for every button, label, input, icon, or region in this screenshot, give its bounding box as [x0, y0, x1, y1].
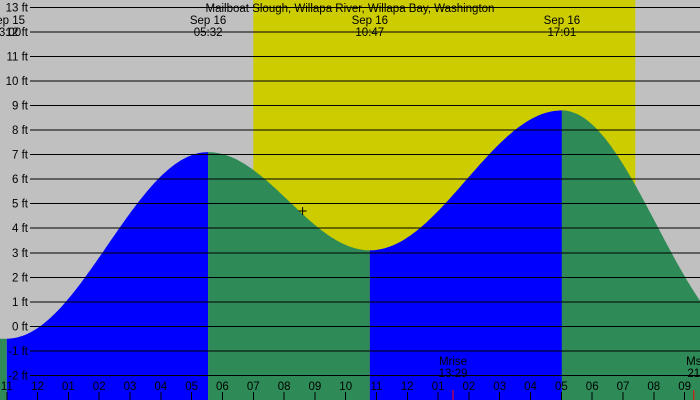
- x-tick-label: 09: [678, 381, 691, 393]
- x-tick-label: 09: [309, 381, 322, 393]
- x-tick-label: 05: [555, 381, 568, 393]
- tide-event-time: 10:47: [355, 27, 384, 39]
- y-tick-label: 3 ft: [12, 248, 29, 260]
- y-tick-label: -2 ft: [8, 371, 29, 383]
- x-tick-label: 03: [124, 381, 137, 393]
- y-tick-label: 8 ft: [12, 125, 29, 137]
- x-tick-label: 06: [216, 381, 229, 393]
- current-marker: [298, 207, 307, 215]
- x-tick-label: 04: [524, 381, 537, 393]
- y-tick-label: 1 ft: [12, 297, 29, 309]
- tide-event-time: 23:00: [0, 27, 21, 39]
- y-tick-label: 9 ft: [12, 101, 29, 113]
- x-tick-label: 05: [185, 381, 198, 393]
- y-tick-label: 0 ft: [12, 321, 29, 333]
- y-tick-label: 6 ft: [12, 174, 29, 186]
- tide-event-date: Sep 16: [544, 15, 580, 27]
- tide-event-date: Sep 16: [352, 15, 388, 27]
- tide-event-time: 17:01: [548, 27, 577, 39]
- x-tick-label: 03: [493, 381, 506, 393]
- y-tick-label: 7 ft: [12, 150, 29, 162]
- x-tick-label: 11: [371, 381, 383, 393]
- moon-event-label: Mrise: [439, 356, 467, 368]
- moon-event-label: Ms: [686, 356, 700, 368]
- y-tick-label: 2 ft: [12, 272, 29, 284]
- rising-tide-area-1: [6, 152, 209, 400]
- y-tick-label: 12 ft: [6, 27, 29, 39]
- x-tick-label: 07: [247, 381, 260, 393]
- tide-event-date: Sep 16: [190, 15, 226, 27]
- falling-tide-area-4: [561, 110, 700, 400]
- x-tick-label: 02: [93, 381, 106, 393]
- y-tick-label: -1 ft: [8, 346, 29, 358]
- moon-event-time: 21: [687, 368, 700, 380]
- x-tick-label: 06: [586, 381, 599, 393]
- x-tick-label: 01: [432, 381, 445, 393]
- y-tick-label: 11 ft: [6, 51, 28, 63]
- x-tick-label: 12: [401, 381, 414, 393]
- x-axis-labels: 11 12 01 02 03 04 05 06 07 08 09 10 11 12 01 02 03 04 05 06…: [1, 381, 691, 400]
- tide-event-time: 05:32: [194, 27, 223, 39]
- x-tick-label: 04: [154, 381, 167, 393]
- x-tick-label: 07: [617, 381, 630, 393]
- x-tick-label: 01: [62, 381, 75, 393]
- y-axis-labels: 13 ft 12 ft 11 ft 10 ft 9 ft 8 ft 7 ft 6 ft 5 ft…: [6, 2, 29, 382]
- x-tick-label: 08: [647, 381, 660, 393]
- y-tick-label: 13 ft: [6, 2, 29, 14]
- x-tick-label: 02: [463, 381, 476, 393]
- rising-tide-area-3: [369, 110, 562, 400]
- gridlines: [30, 6, 700, 376]
- falling-tide-area-0: [0, 338, 7, 400]
- tide-areas: [0, 110, 700, 400]
- x-tick-label: 08: [278, 381, 291, 393]
- x-tick-label: 12: [31, 381, 44, 393]
- y-tick-label: 10 ft: [6, 76, 29, 88]
- y-tick-label: 4 ft: [12, 223, 29, 235]
- y-tick-label: 5 ft: [12, 199, 29, 211]
- x-tick-label: 11: [1, 381, 13, 393]
- falling-tide-area-2: [208, 152, 370, 400]
- moon-event-time: 13:29: [439, 368, 468, 380]
- chart-title: Mailboat Slough, Willapa River, Willapa …: [206, 3, 495, 15]
- tide-event-date: Sep 15: [0, 15, 25, 27]
- x-tick-label: 10: [339, 381, 352, 393]
